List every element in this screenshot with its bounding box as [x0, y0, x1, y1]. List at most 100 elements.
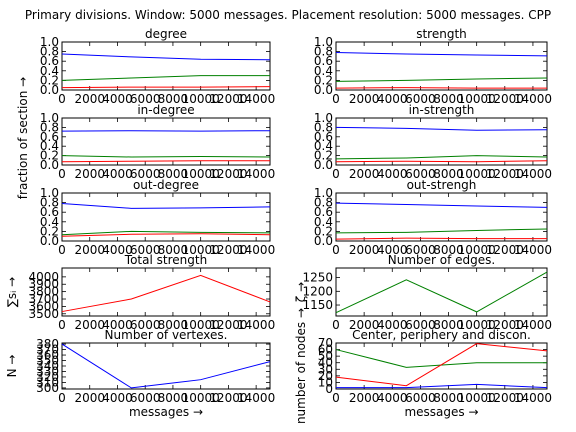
y-tick-label: 0.6	[314, 54, 333, 68]
x-tick-label: 2000	[74, 92, 105, 106]
y-axis-label: number of nodes →	[294, 308, 308, 424]
x-tick-label: 2000	[349, 318, 380, 332]
plot-frame	[335, 192, 548, 242]
x-tick-label: 12000	[486, 391, 524, 405]
y-tick-label: 1150	[302, 298, 333, 312]
x-tick-label: 8000	[158, 318, 189, 332]
series-line-red	[61, 160, 270, 163]
y-tick-label: 4000	[28, 270, 59, 284]
x-tick-label: 12000	[209, 391, 247, 405]
x-tick-label: 12000	[209, 243, 247, 257]
x-tick-label: 4000	[102, 167, 133, 181]
x-tick-label: 12000	[209, 92, 247, 106]
series-line-green	[335, 155, 548, 160]
y-tick-label: 340	[36, 359, 59, 373]
y-axis-label: ∑sᵢ →	[5, 277, 19, 307]
y-tick-label: 0.0	[40, 83, 59, 97]
y-tick-label: 20	[318, 369, 333, 383]
plot-frame	[335, 117, 548, 166]
x-tick-label: 8000	[158, 92, 189, 106]
y-tick-label: 1.0	[40, 186, 59, 200]
x-tick-label: 2000	[74, 243, 105, 257]
x-tick-label: 10000	[458, 167, 496, 181]
y-tick-label: 3700	[28, 292, 59, 306]
y-tick-label: 0.8	[40, 120, 59, 134]
chart-panel-1: 0 20004000600080001000012000140000.00.20.…	[314, 27, 552, 106]
x-tick-label: 12000	[486, 92, 524, 106]
series-line-blue	[61, 343, 271, 389]
x-tick-label: 14000	[514, 243, 552, 257]
x-tick-label: 0	[332, 391, 340, 405]
plot-frame	[61, 342, 271, 390]
y-tick-label: 0.6	[314, 130, 333, 144]
x-tick-label: 0	[58, 167, 66, 181]
x-tick-label: 14000	[237, 92, 275, 106]
y-tick-label: 370	[36, 343, 59, 357]
x-tick-label: 12000	[486, 167, 524, 181]
x-tick-label: 0	[332, 167, 340, 181]
series-line-red	[61, 86, 271, 89]
x-tick-label: 10000	[458, 92, 496, 106]
x-tick-label: 6000	[405, 318, 436, 332]
y-tick-label: 1200	[302, 284, 333, 298]
y-tick-label: 1250	[302, 271, 333, 285]
y-tick-label: 0.2	[40, 149, 59, 163]
x-tick-label: 8000	[433, 318, 464, 332]
x-tick-label: 10000	[458, 318, 496, 332]
x-tick-label: 6000	[130, 92, 161, 106]
y-tick-label: 0.0	[40, 234, 59, 248]
y-tick-label: 0.2	[40, 224, 59, 238]
plot-frame	[335, 41, 548, 91]
x-tick-label: 6000	[405, 391, 436, 405]
plot-frame	[335, 267, 548, 317]
plot-frame	[61, 117, 271, 166]
x-tick-label: 6000	[130, 167, 161, 181]
x-tick-label: 12000	[486, 243, 524, 257]
y-tick-label: 0.4	[40, 139, 59, 153]
y-tick-label: 0.0	[314, 234, 333, 248]
x-tick-label: 8000	[158, 243, 189, 257]
y-axis-label: ζ →	[294, 282, 308, 302]
y-tick-label: 1.0	[40, 111, 59, 125]
x-tick-label: 0	[58, 243, 66, 257]
y-tick-label: 0.4	[40, 64, 59, 78]
x-axis-label: messages →	[404, 405, 478, 419]
x-tick-label: 6000	[405, 167, 436, 181]
x-tick-label: 4000	[102, 243, 133, 257]
x-tick-label: 0	[332, 243, 340, 257]
x-tick-label: 8000	[433, 391, 464, 405]
chart-title: in-strength	[409, 103, 475, 117]
x-tick-label: 10000	[458, 391, 496, 405]
y-tick-label: 40	[318, 356, 333, 370]
y-tick-label: 0.6	[40, 205, 59, 219]
figure-suptitle: Primary divisions. Window: 5000 messages…	[25, 8, 551, 22]
y-tick-label: 380	[36, 337, 59, 351]
x-tick-label: 2000	[349, 243, 380, 257]
x-tick-label: 6000	[130, 318, 161, 332]
x-tick-label: 10000	[458, 243, 496, 257]
y-tick-label: 70	[318, 336, 333, 350]
x-tick-label: 14000	[237, 391, 275, 405]
series-line-blue	[61, 203, 271, 209]
x-tick-label: 14000	[514, 167, 552, 181]
plot-frame	[61, 267, 271, 317]
x-tick-label: 2000	[74, 167, 105, 181]
x-tick-label: 0	[332, 318, 340, 332]
chart-title: Number of edges.	[388, 253, 495, 267]
series-line-green	[335, 228, 548, 234]
series-line-blue	[336, 383, 548, 389]
x-tick-label: 0	[58, 92, 66, 106]
x-tick-label: 6000	[130, 391, 161, 405]
series-line-green	[335, 77, 548, 82]
x-tick-label: 4000	[377, 391, 408, 405]
y-tick-label: 3500	[28, 307, 59, 321]
y-tick-label: 0.4	[40, 215, 59, 229]
chart-panel-2: 0 20004000600080001000012000140000.00.20.…	[40, 103, 275, 181]
y-tick-label: 0.0	[314, 83, 333, 97]
x-tick-label: 0	[58, 318, 66, 332]
x-tick-label: 8000	[433, 243, 464, 257]
x-tick-label: 14000	[514, 391, 552, 405]
y-tick-label: 0.8	[314, 196, 333, 210]
